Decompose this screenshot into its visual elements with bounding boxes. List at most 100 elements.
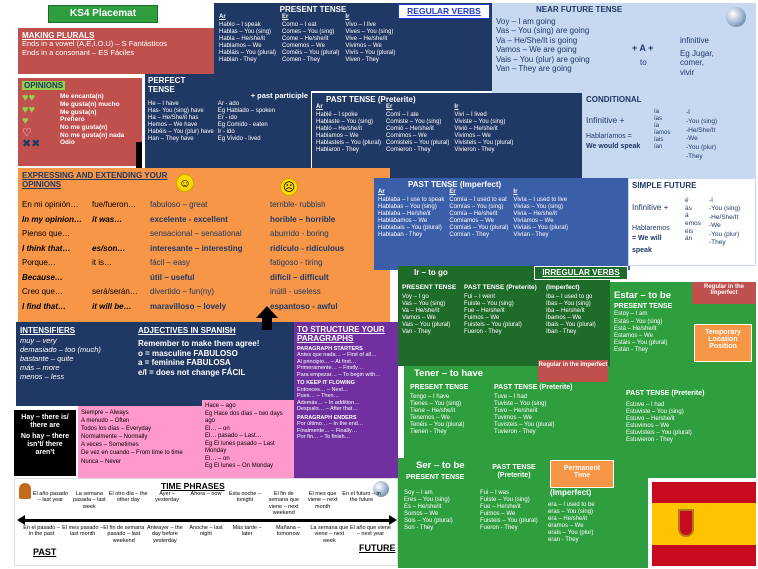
- ir-present-title: PRESENT TENSE: [402, 284, 457, 291]
- tener-regular-note: Regular in the Imperfect: [538, 360, 608, 382]
- up-arrow-icon: [256, 306, 278, 318]
- conditional-ending: íamos: [654, 130, 671, 137]
- er-header: Er: [386, 104, 393, 111]
- preterite-er: Comió – He/she/it: [386, 125, 434, 132]
- ser-imperfect: era – I used to be: [548, 502, 595, 508]
- frown-icon: ☹: [280, 178, 298, 196]
- title-banner: KS4 Placemat: [48, 5, 158, 23]
- present-ar: Habla – He/she/it: [219, 35, 266, 42]
- structure-paragraphs: TO STRUCTURE YOUR PARAGRAPHS PARAGRAPH S…: [294, 322, 398, 478]
- future-example: Hablaremos: [632, 225, 670, 232]
- conditional-ending: ías: [654, 116, 663, 123]
- expressing-opinions: EXPRESSING AND EXTENDING YOUR OPINIONS ☺…: [18, 168, 390, 322]
- opinion-phrase: I find that…: [22, 301, 66, 311]
- ir-imperfect-title: (Imperfect): [546, 284, 580, 291]
- structure-line: Al principio… – At first…: [297, 358, 357, 365]
- future-meaning: -You (sing): [709, 205, 741, 213]
- future-infinitive: Infinitive +: [632, 203, 669, 212]
- opinion-phrase: it was…: [92, 214, 123, 224]
- imperfect-er: Comía – He/she/it: [449, 210, 498, 217]
- present-ar: Hablamos – We: [219, 42, 262, 49]
- present-tense-title: PRESENT TENSE: [279, 5, 347, 14]
- ser-preterite: Fue – He/she/it: [480, 504, 521, 511]
- preterite-ar: Hablamos – We: [316, 132, 359, 139]
- opinion-phrase: será/serán…: [92, 287, 138, 296]
- imperfect-ir: Vivíamos – We: [513, 217, 554, 224]
- permanent-time-label: Permanent Time: [550, 460, 614, 488]
- tener-present: Tenemos – We: [410, 415, 450, 422]
- irregular-verbs-label: IRREGULAR VERBS: [534, 266, 628, 280]
- ir-to-go: Ir – to go PRESENT TENSE Voy – I go Vas …: [398, 266, 610, 366]
- imperfect-ir: Vivía – I used to live: [513, 196, 568, 203]
- near-future-example: Eg Jugar,: [680, 49, 714, 58]
- tener-present-title: PRESENT TENSE: [410, 384, 469, 391]
- opinion-phrase: sensacional – sensational: [150, 229, 242, 238]
- preterite-ar: Hablaste – You (sing): [316, 118, 374, 125]
- adjectives: ADJECTIVES IN SPANISH Remember to make t…: [134, 322, 294, 406]
- ser-imperfect: eras – You (sing): [548, 509, 594, 516]
- conditional-example: Hablaríamos =: [586, 133, 632, 140]
- estar-present: Están - They: [614, 346, 648, 353]
- ser-present-title: PRESENT TENSE: [406, 474, 465, 481]
- future-ending: éis: [685, 227, 694, 235]
- past-imperfect: PAST TENSE (Imperfect) Ar Hablaba – I us…: [374, 178, 630, 270]
- up-arrow-stem: [262, 318, 272, 330]
- conditional-title: CONDITIONAL: [586, 95, 642, 104]
- ar-header: Ar: [378, 189, 385, 196]
- imperfect-ar: Hablabais – You (plural): [378, 224, 442, 231]
- preterite-ir: Vivimos – We: [454, 132, 491, 139]
- opinion-phrase: it is…: [92, 258, 112, 267]
- timeline-left-arrow-icon: [17, 515, 25, 525]
- ir-imperfect: Iba – I used to go: [546, 294, 593, 300]
- conditional-infinitive: Infinitive +: [586, 115, 625, 125]
- estar-present: Estoy – I am: [614, 311, 648, 318]
- tener-present: Tengo – I have: [410, 394, 450, 400]
- near-future-line: Vamos – We are going: [496, 45, 577, 55]
- intensifier-item: demasiado – too (much): [20, 345, 101, 355]
- opinion-phrase: Creo que…: [22, 287, 63, 296]
- hace-item: Hace – ago: [205, 403, 236, 409]
- adjective-rule: Remember to make them agree!: [138, 339, 260, 349]
- conditional-meaning: -We: [686, 135, 698, 143]
- participle: Ar - ado: [217, 100, 240, 107]
- preterite-ir: Viviste – You (sing): [454, 118, 506, 125]
- opinion-phrase: it will be…: [92, 301, 132, 311]
- ser-present: Son - They: [404, 525, 434, 532]
- future-meaning: -He/She/It: [709, 213, 739, 221]
- estar-preterite: Estuviste – You (sing): [626, 409, 684, 416]
- present-er: Comen - They: [282, 56, 320, 63]
- future-meaning: -They: [709, 239, 726, 247]
- structure-sub: TO KEEP IT FLOWING: [297, 380, 355, 387]
- spain-flag-icon: [652, 482, 756, 566]
- estar-present: Está – He/she/it: [614, 325, 657, 332]
- time-phrase: El mes pasado – last month: [62, 525, 104, 538]
- structure-line: Primeramente… – Firstly…: [297, 365, 364, 372]
- future-meaning: -We: [709, 222, 721, 230]
- preterite-ar: Habló – He/she/it: [316, 125, 363, 132]
- ir-preterite: Fue – He/she/it: [464, 308, 505, 315]
- conditional-ending: ía: [654, 109, 660, 115]
- opinion-phrase: Pienso que…: [22, 229, 71, 238]
- er-header: Er: [282, 14, 289, 21]
- haber-form: He – I have: [148, 100, 179, 107]
- frequency-item: Normalmente – Normally: [81, 434, 148, 441]
- imperfect-ar: Hablaba – I use to speak: [378, 196, 445, 203]
- participle: Er - ido: [217, 115, 238, 121]
- estar-preterite-title: PAST TENSE (Preterite): [626, 390, 705, 397]
- estar-preterite: Estuvieron - They: [626, 437, 673, 444]
- opinion-phrase: es/son…: [92, 243, 126, 253]
- present-ir: Vivo – I live: [345, 21, 376, 28]
- time-phrase: Más tarde – later: [232, 525, 262, 538]
- preterite-er: Comimos – We: [386, 132, 427, 139]
- ser-imperfect: era – He/she/it: [548, 516, 588, 523]
- participle: Eg Hablado – spoken: [217, 107, 276, 114]
- opinions-box: OPINIONS ♥♥ ♥♥ ♥ ♡ ✖✖ Me encanta(n) Me gusta…: [18, 78, 142, 166]
- ser-preterite: Fui – I was: [480, 490, 510, 496]
- tener-preterite: Tuve – I had: [494, 394, 528, 400]
- ir-present: Vamos – We: [402, 315, 436, 322]
- structure-sub: PARAGRAPH STARTERS: [297, 345, 363, 352]
- making-plurals-title: MAKING PLURALS: [22, 31, 95, 40]
- time-phrase: El otro día – the other day: [108, 491, 148, 504]
- present-ir: Vivimos – We: [345, 42, 382, 49]
- imperfect-ir: Vivías – You (sing): [513, 203, 564, 210]
